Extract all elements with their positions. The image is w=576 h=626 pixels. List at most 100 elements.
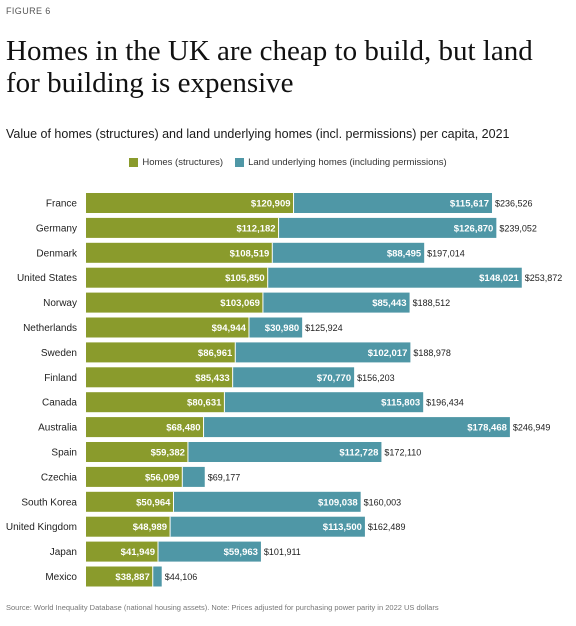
bar-land (158, 541, 261, 562)
category-label: Norway (43, 298, 77, 309)
data-label-total: $239,052 (499, 223, 537, 233)
data-label-homes: $56,099 (145, 472, 179, 483)
category-label: Australia (38, 423, 77, 434)
data-label-homes: $80,631 (187, 398, 222, 409)
data-label-land: $102,017 (368, 348, 408, 359)
category-label: Mexico (45, 572, 77, 583)
data-label-land: $88,495 (387, 248, 422, 259)
data-label-land: $113,500 (323, 522, 362, 533)
bar-land (232, 367, 355, 388)
category-label: United Kingdom (6, 522, 77, 533)
bar-land (248, 317, 303, 338)
data-label-homes: $108,519 (230, 248, 270, 259)
data-label-homes: $105,850 (225, 273, 265, 284)
category-label: Denmark (36, 248, 78, 259)
data-label-total: $69,177 (208, 472, 241, 482)
bar-homes (86, 317, 249, 338)
data-label-homes: $38,887 (115, 572, 149, 583)
category-label: Spain (51, 448, 77, 459)
data-label-total: $160,003 (364, 497, 402, 507)
data-label-total: $162,489 (368, 522, 406, 532)
source-note: Source: World Inequality Database (natio… (6, 603, 439, 612)
figure-label: FIGURE 6 (6, 6, 51, 16)
data-label-land: $115,617 (450, 199, 489, 210)
bar-homes (86, 342, 236, 363)
bar-land (224, 392, 424, 413)
legend-label-land: Land underlying homes (including permiss… (248, 157, 447, 168)
bar-homes (86, 491, 174, 512)
bar-land (262, 292, 410, 313)
data-label-land: $85,443 (372, 298, 406, 309)
legend: Homes (structures) Land underlying homes… (0, 157, 576, 168)
data-label-total: $246,949 (513, 423, 551, 433)
bar-homes (86, 541, 159, 562)
data-label-homes: $59,382 (151, 448, 185, 459)
bar-land (152, 566, 162, 587)
chart-title: Homes in the UK are cheap to build, but … (6, 35, 533, 99)
bar-homes (86, 566, 153, 587)
chart-subtitle: Value of homes (structures) and land und… (6, 127, 510, 141)
bar-homes (86, 392, 225, 413)
data-label-homes: $48,989 (133, 522, 167, 533)
bar-land (173, 491, 361, 512)
bar-homes (86, 292, 263, 313)
category-label: Netherlands (23, 323, 77, 334)
data-label-homes: $41,949 (121, 547, 155, 558)
bar-land (293, 193, 493, 213)
data-label-land: $30,980 (265, 323, 299, 334)
data-label-homes: $85,433 (195, 373, 229, 384)
data-label-homes: $112,182 (236, 223, 275, 234)
legend-swatch-land (235, 158, 245, 167)
data-label-land: $59,963 (224, 547, 258, 558)
category-label: South Korea (21, 497, 77, 508)
bar-homes (86, 367, 233, 388)
data-label-land: $126,870 (454, 223, 494, 234)
legend-swatch-homes (129, 158, 139, 167)
bar-homes (86, 417, 204, 438)
data-label-total: $188,512 (413, 298, 451, 308)
data-label-homes: $68,480 (166, 423, 200, 434)
data-label-total: $172,110 (384, 448, 421, 458)
data-label-homes: $50,964 (136, 497, 171, 508)
category-label: United States (17, 273, 77, 284)
data-label-land: $109,038 (318, 497, 358, 508)
data-label-homes: $86,961 (198, 348, 233, 359)
legend-item-land: Land underlying homes (including permiss… (235, 157, 447, 168)
category-label: Czechia (41, 472, 78, 483)
category-label: France (46, 199, 78, 210)
data-label-homes: $120,909 (251, 199, 291, 210)
data-label-land: $148,021 (479, 273, 519, 284)
data-label-total: $101,911 (264, 547, 301, 557)
data-label-total: $197,014 (427, 248, 465, 258)
data-label-homes: $94,944 (212, 323, 247, 334)
bar-land (235, 342, 411, 363)
data-label-total: $188,978 (413, 348, 451, 358)
bar-homes (86, 442, 188, 462)
bar-land (182, 466, 205, 487)
data-label-total: $253,872 (525, 273, 563, 283)
data-label-homes: $103,069 (220, 298, 260, 309)
bar-land (272, 242, 425, 263)
bar-land (267, 267, 522, 288)
data-label-total: $125,924 (305, 323, 343, 333)
bar-homes (86, 267, 268, 288)
bar-homes (86, 217, 279, 238)
data-label-total: $44,106 (165, 572, 198, 582)
bar-homes (86, 466, 183, 487)
category-label: Finland (44, 373, 77, 384)
category-label: Germany (36, 223, 77, 234)
data-label-land: $178,468 (467, 423, 507, 434)
bar-land (278, 217, 497, 238)
bar-land (203, 417, 510, 438)
bar-land (170, 516, 365, 537)
data-label-land: $115,803 (381, 398, 420, 409)
data-label-total: $236,526 (495, 199, 533, 209)
bar-land (187, 442, 382, 462)
bar-homes (86, 242, 273, 263)
legend-label-homes: Homes (structures) (142, 157, 224, 168)
data-label-total: $156,203 (357, 373, 395, 383)
category-label: Sweden (41, 348, 77, 359)
category-label: Canada (42, 398, 77, 409)
data-label-total: $196,434 (426, 398, 464, 408)
